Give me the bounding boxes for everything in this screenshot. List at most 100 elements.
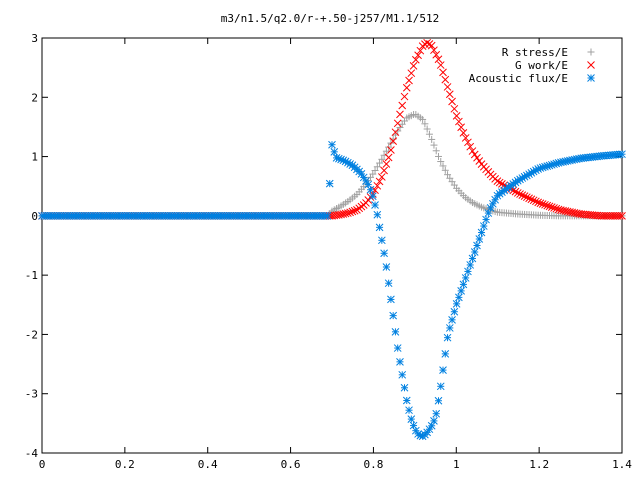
data-point: [445, 324, 454, 332]
data-point: [402, 83, 411, 92]
data-point: [477, 228, 486, 237]
data-point: [493, 177, 502, 186]
data-point: [334, 211, 343, 219]
series-2: [38, 140, 626, 441]
data-point: [348, 207, 357, 216]
y-tick-label: 3: [31, 32, 38, 45]
data-point: [432, 409, 441, 418]
data-point: [455, 117, 463, 126]
data-point: [452, 112, 461, 120]
x-tick-label: 0.2: [115, 458, 135, 471]
data-point: [566, 208, 574, 216]
data-point: [473, 153, 481, 162]
data-point: [393, 344, 402, 352]
data-point: [373, 210, 382, 219]
data-point: [520, 192, 529, 200]
data-point: [441, 350, 450, 358]
data-point: [409, 62, 418, 70]
data-point: [432, 147, 440, 155]
chart-title: m3/n1.5/q2.0/r-+.50-j257/M1.1/512: [221, 12, 440, 25]
data-point: [387, 146, 395, 154]
data-marks: [38, 38, 626, 441]
data-point: [513, 189, 522, 197]
data-point: [475, 157, 484, 165]
data-point: [430, 46, 438, 55]
data-point: [350, 206, 359, 215]
data-point: [378, 155, 386, 163]
data-point: [344, 209, 352, 217]
y-tick-label: -3: [25, 388, 38, 401]
data-point: [525, 194, 533, 203]
x-tick-label: 1.2: [529, 458, 549, 471]
data-point: [396, 110, 404, 119]
legend-marker: [587, 74, 595, 82]
data-point: [570, 208, 579, 217]
legend-label: R stress/E: [502, 46, 568, 59]
data-point: [341, 209, 350, 218]
data-point: [387, 295, 395, 304]
data-point: [393, 119, 402, 128]
data-point: [534, 198, 543, 207]
data-point: [441, 75, 450, 84]
data-point: [457, 123, 465, 132]
data-point: [443, 83, 452, 91]
data-point: [466, 142, 475, 151]
data-point: [479, 222, 488, 230]
data-point: [552, 204, 561, 213]
data-point: [423, 38, 432, 47]
data-point: [461, 274, 470, 282]
data-point: [423, 125, 431, 133]
data-point: [414, 51, 422, 60]
data-point: [339, 210, 348, 218]
data-point: [325, 179, 334, 188]
data-point: [452, 300, 461, 308]
data-point: [527, 195, 536, 204]
data-point: [445, 90, 454, 99]
data-point: [470, 150, 479, 159]
data-point: [450, 104, 459, 113]
data-point: [430, 417, 438, 425]
y-tick-label: -1: [25, 269, 38, 282]
data-point: [450, 307, 459, 316]
data-point: [407, 415, 416, 423]
data-point: [382, 160, 391, 168]
data-point: [443, 333, 452, 342]
data-point: [468, 147, 477, 155]
data-point: [436, 61, 445, 69]
data-point: [475, 235, 484, 243]
data-point: [382, 147, 390, 155]
data-point: [466, 261, 475, 269]
data-point: [398, 101, 407, 110]
data-point: [538, 200, 547, 208]
data-point: [511, 187, 520, 196]
x-tick-label: 0.6: [281, 458, 301, 471]
data-point: [529, 196, 538, 205]
plot-frame: [41, 37, 623, 454]
data-point: [434, 152, 442, 160]
data-point: [371, 167, 379, 175]
data-point: [615, 212, 624, 220]
data-point: [559, 206, 567, 215]
data-point: [425, 130, 433, 138]
y-tick-label: 2: [31, 91, 38, 104]
data-point: [400, 92, 409, 101]
data-point: [384, 153, 393, 162]
x-tick-label: 1.4: [612, 458, 632, 471]
data-point: [518, 191, 527, 199]
data-point: [455, 293, 463, 302]
data-point: [411, 55, 420, 64]
data-point: [328, 140, 336, 149]
data-point: [375, 177, 384, 186]
data-point: [368, 192, 377, 201]
data-point: [389, 137, 398, 145]
data-point: [405, 406, 413, 415]
data-point: [439, 162, 447, 170]
data-point: [389, 311, 398, 320]
axis-ticks: 0 0.2 0.4 0.6 0.8 1 1.2 1.4 3 2 1 0 -1 -2 -3 -4: [25, 32, 633, 471]
data-point: [464, 138, 472, 147]
data-point: [402, 396, 411, 405]
data-point: [495, 178, 504, 187]
x-tick-label: 1: [453, 458, 460, 471]
x-tick-label: 0.4: [198, 458, 218, 471]
